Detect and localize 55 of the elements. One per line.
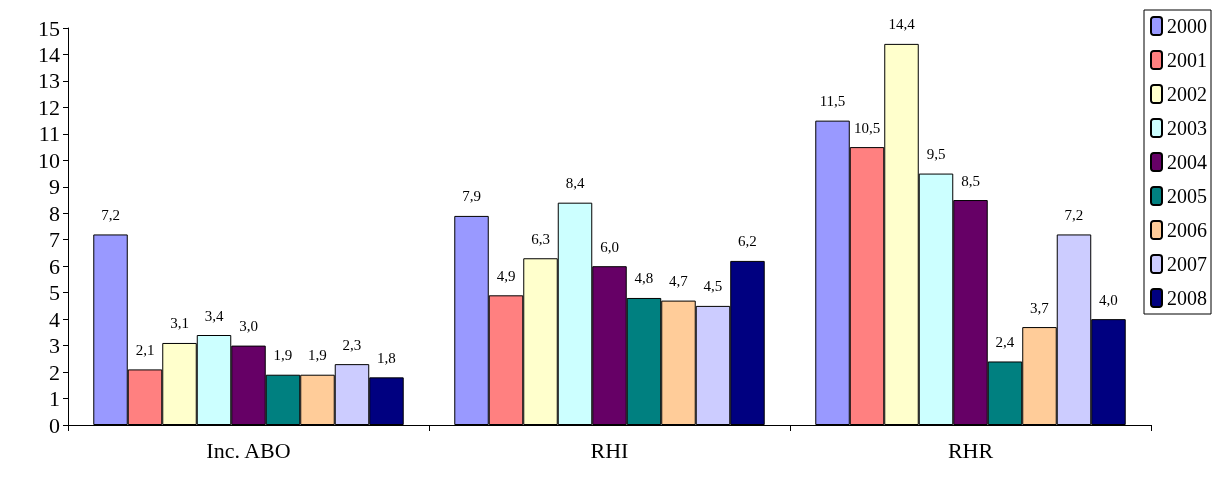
legend-label: 2000 [1167,15,1207,37]
data-label: 9,5 [926,146,946,163]
data-label: 10,5 [853,119,881,136]
data-label: 4,5 [703,278,723,295]
y-tick-label: 2 [49,359,60,385]
data-label: 6,3 [531,230,550,247]
legend-label: 2004 [1167,151,1207,173]
y-tick-label: 8 [49,200,60,226]
data-label: 3,0 [239,318,258,335]
legend-label: 2005 [1167,185,1207,207]
data-label: 8,5 [961,172,980,189]
data-label: 7,9 [462,188,481,205]
y-tick-label: 1 [49,386,60,412]
legend-label: 2002 [1167,83,1207,105]
y-tick-label: 7 [49,227,60,253]
data-label: 4,0 [1099,291,1118,308]
data-label: 1,9 [273,347,293,364]
data-label: 1,9 [308,347,327,364]
y-tick-label: 3 [49,333,60,359]
data-label: 6,0 [600,238,619,255]
x-tick-label: Inc. ABO [206,437,291,463]
data-label: 11,5 [819,93,846,110]
data-label: 2,3 [342,336,362,353]
y-tick-label: 14 [38,41,60,67]
legend-label: 2006 [1167,219,1207,241]
y-tick-label: 9 [49,174,60,200]
data-label: 8,4 [565,175,585,192]
data-label: 4,7 [669,273,689,290]
data-label: 2,1 [135,341,155,358]
y-tick-label: 6 [49,253,60,279]
legend-label: 2003 [1167,117,1207,139]
legend-label: 2008 [1167,287,1207,309]
data-label: 3,7 [1030,299,1050,316]
data-label: 7,2 [1064,206,1084,223]
data-label: 14,4 [888,16,916,33]
data-label: 3,4 [204,307,224,324]
data-label: 6,2 [738,233,757,250]
data-label: 3,1 [170,315,189,332]
legend-label: 2001 [1167,49,1207,71]
data-label: 7,2 [101,206,120,223]
legend-label: 2007 [1167,253,1207,275]
x-tick-label: RHR [947,437,994,463]
y-tick-label: 4 [49,306,60,332]
data-label: 1,8 [377,349,396,366]
y-tick-label: 0 [49,412,60,438]
data-label: 4,8 [634,270,654,287]
y-tick-label: 11 [38,121,60,147]
data-label: 2,4 [995,333,1015,350]
y-tick-label: 10 [38,147,60,173]
y-tick-label: 12 [38,94,60,120]
y-tick-label: 5 [49,280,60,306]
y-tick-label: 15 [38,15,60,41]
y-tick-label: 13 [38,68,60,94]
x-tick-label: RHI [590,437,629,463]
data-label: 4,9 [496,267,516,284]
